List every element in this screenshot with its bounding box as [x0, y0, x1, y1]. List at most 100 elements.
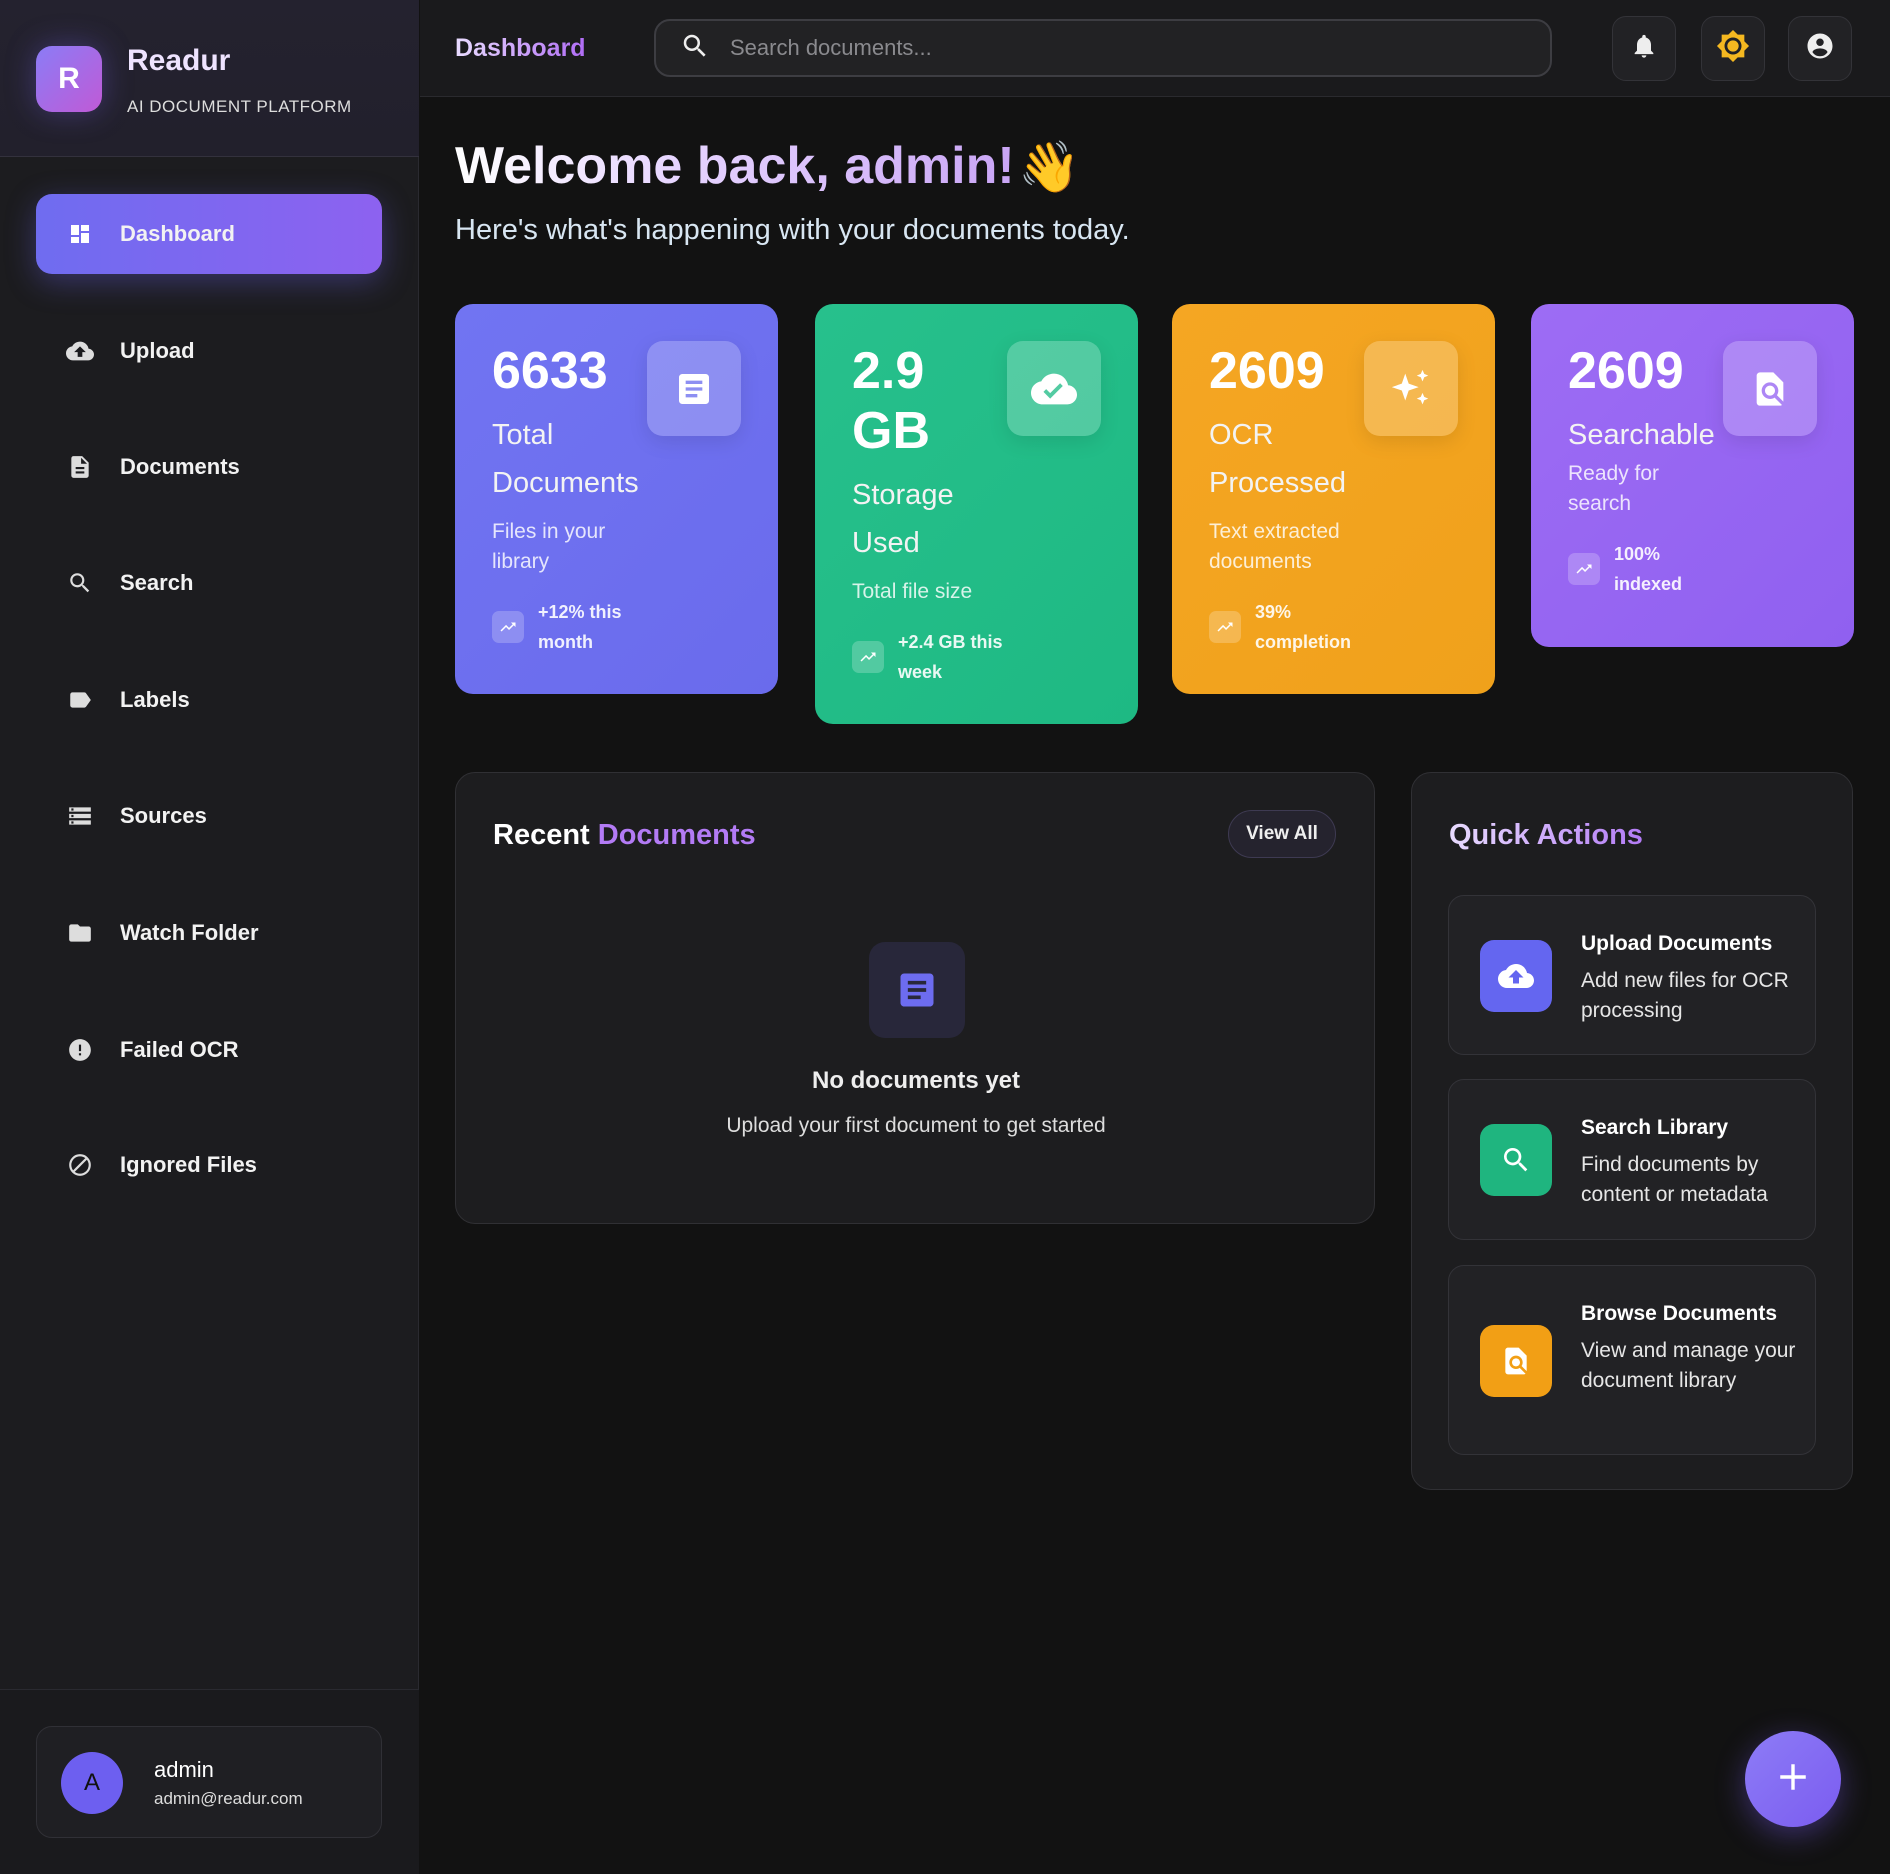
welcome-subtitle: Here's what's happening with your docume…: [455, 214, 1130, 246]
stat-value: 2609: [1568, 342, 1684, 400]
folder-icon: [66, 919, 94, 947]
storage-icon: [66, 802, 94, 830]
stat-card-searchable[interactable]: 2609 Searchable Ready for search 100% in…: [1531, 304, 1854, 647]
quick-action-desc: Find documents by content or metadata: [1581, 1153, 1768, 1206]
page-title: Dashboard: [455, 34, 586, 62]
trending-up-icon: [492, 611, 524, 643]
stat-value: 2609: [1209, 342, 1325, 400]
recent-documents-panel: Recent Documents View All No documents y…: [455, 772, 1375, 1224]
stat-card-total-documents[interactable]: 6633 Total Documents Files in your libra…: [455, 304, 778, 694]
stat-trend: +12% this month: [538, 602, 622, 652]
stat-label: OCR Processed: [1209, 419, 1347, 499]
stat-description: Total file size: [852, 580, 973, 603]
trending-up-icon: [1568, 553, 1600, 585]
search-icon: [66, 569, 94, 597]
dashboard-icon: [66, 220, 94, 248]
label-icon: [66, 686, 94, 714]
sidebar-item-label: Documents: [120, 454, 240, 479]
quick-actions-title: Quick Actions: [1449, 819, 1643, 851]
add-fab-button[interactable]: [1745, 1731, 1841, 1827]
trending-up-icon: [1209, 611, 1241, 643]
user-name: admin: [154, 1757, 214, 1782]
document-icon: [66, 453, 94, 481]
quick-action-upload[interactable]: Upload Documents Add new files for OCR p…: [1448, 895, 1816, 1055]
sidebar-item-labels[interactable]: Labels: [36, 660, 382, 740]
document-icon: [647, 341, 741, 436]
block-icon: [66, 1151, 94, 1179]
plus-icon: [1776, 1760, 1810, 1799]
stat-description: Ready for search: [1568, 462, 1660, 515]
sidebar: R Readur AI DOCUMENT PLATFORM Dashboard …: [0, 0, 419, 1874]
quick-actions-panel: Quick Actions Upload Documents Add new f…: [1411, 772, 1853, 1490]
sun-icon: [1716, 29, 1750, 68]
stat-value: 6633: [492, 342, 608, 400]
quick-action-title: Browse Documents: [1581, 1302, 1778, 1325]
top-header: Dashboard: [420, 0, 1890, 97]
empty-state-subtitle: Upload your first document to get starte…: [726, 1114, 1106, 1137]
bell-icon: [1630, 32, 1658, 65]
cloud-upload-icon: [1480, 940, 1552, 1012]
brand-tagline: AI DOCUMENT PLATFORM: [127, 97, 352, 116]
quick-action-browse[interactable]: Browse Documents View and manage your do…: [1448, 1265, 1816, 1455]
sidebar-item-label: Labels: [120, 687, 190, 712]
avatar: A: [61, 1752, 123, 1814]
find-in-page-icon: [1723, 341, 1817, 436]
search-icon: [680, 31, 710, 66]
stat-trend: +2.4 GB this week: [898, 632, 1003, 682]
user-email: admin@readur.com: [154, 1789, 303, 1808]
stat-description: Files in your library: [492, 520, 606, 573]
sidebar-item-label: Dashboard: [120, 221, 235, 246]
sidebar-item-documents[interactable]: Documents: [36, 427, 382, 507]
sidebar-item-sources[interactable]: Sources: [36, 776, 382, 856]
stat-value: 2.9 GB: [852, 342, 930, 460]
stat-card-ocr-processed[interactable]: 2609 OCR Processed Text extracted docume…: [1172, 304, 1495, 694]
trending-up-icon: [852, 641, 884, 673]
sparkle-icon: [1364, 341, 1458, 436]
notifications-button[interactable]: [1612, 16, 1676, 81]
sidebar-item-watch-folder[interactable]: Watch Folder: [36, 893, 382, 973]
search-bar[interactable]: [654, 19, 1552, 77]
sidebar-item-label: Search: [120, 570, 194, 595]
stat-description: Text extracted documents: [1209, 520, 1340, 573]
cloud-upload-icon: [66, 337, 94, 365]
quick-action-title: Search Library: [1581, 1116, 1729, 1139]
document-icon: [869, 942, 965, 1038]
sidebar-item-upload[interactable]: Upload: [36, 311, 382, 391]
theme-toggle-button[interactable]: [1701, 16, 1765, 81]
quick-action-title: Upload Documents: [1581, 932, 1773, 955]
view-all-button[interactable]: View All: [1228, 810, 1336, 858]
sidebar-item-label: Ignored Files: [120, 1152, 257, 1177]
error-icon: [66, 1036, 94, 1064]
empty-state-title: No documents yet: [811, 1067, 1021, 1094]
cloud-done-icon: [1007, 341, 1101, 436]
title-highlight: Documents: [597, 819, 756, 851]
account-circle-icon: [1805, 31, 1835, 66]
sidebar-item-ignored-files[interactable]: Ignored Files: [36, 1125, 382, 1205]
stat-label: Total Documents: [492, 419, 639, 499]
brand-name: Readur: [127, 44, 231, 77]
user-profile-card[interactable]: A admin admin@readur.com: [36, 1726, 382, 1838]
stat-trend: 100% indexed: [1614, 544, 1683, 594]
sidebar-item-label: Upload: [120, 338, 195, 363]
quick-action-search[interactable]: Search Library Find documents by content…: [1448, 1079, 1816, 1240]
quick-action-desc: View and manage your document library: [1581, 1339, 1796, 1392]
sidebar-item-failed-ocr[interactable]: Failed OCR: [36, 1010, 382, 1090]
stat-label: Searchable: [1568, 419, 1715, 451]
search-input[interactable]: [730, 35, 1510, 61]
sidebar-item-label: Failed OCR: [120, 1037, 239, 1062]
sidebar-item-label: Watch Folder: [120, 920, 259, 945]
sidebar-item-dashboard[interactable]: Dashboard: [36, 194, 382, 274]
stat-trend: 39% completion: [1255, 602, 1352, 652]
logo: R: [36, 46, 102, 112]
welcome-title: Welcome back, admin!: [455, 137, 1015, 195]
account-button[interactable]: [1788, 16, 1852, 81]
stat-label: Storage Used: [852, 479, 954, 559]
title-part: Recent: [493, 819, 590, 851]
brand-header: R Readur AI DOCUMENT PLATFORM: [0, 0, 419, 157]
waving-hand-icon: 👋: [1018, 139, 1081, 195]
quick-action-desc: Add new files for OCR processing: [1581, 969, 1789, 1022]
sidebar-item-label: Sources: [120, 803, 207, 828]
sidebar-item-search[interactable]: Search: [36, 543, 382, 623]
stat-card-storage-used[interactable]: 2.9 GB Storage Used Total file size +2.4…: [815, 304, 1138, 724]
find-in-page-icon: [1480, 1325, 1552, 1397]
